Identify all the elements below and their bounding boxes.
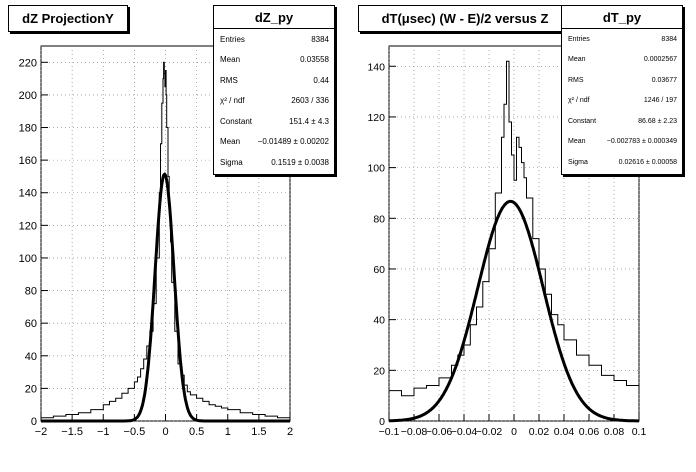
y-tick-label: 40 bbox=[25, 351, 37, 363]
x-tick-label: 0.5 bbox=[189, 426, 204, 438]
y-tick-label: 0 bbox=[379, 416, 385, 428]
stats-row: Mean −0.01489 ± 0.00202 bbox=[214, 132, 334, 153]
stats-value: −0.01489 ± 0.00202 bbox=[257, 137, 329, 147]
right-pad: −0.1 −0.08 −0.06 −0.04 −0.02 0 0.02 0.04 0.06 0.0… bbox=[348, 0, 696, 472]
stats-value: 8384 bbox=[311, 34, 329, 44]
stats-value: 0.03677 bbox=[651, 76, 677, 84]
y-tick-label: 120 bbox=[367, 112, 385, 124]
stats-value: 8384 bbox=[661, 35, 677, 43]
stats-box-left: dZ_py Entries 8384 Mean 0.03558 RMS 0.44 χ² / … bbox=[213, 5, 335, 175]
stats-label: Constant bbox=[220, 116, 253, 126]
x-tick-label: 2 bbox=[287, 426, 293, 438]
stats-label: χ² / ndf bbox=[220, 96, 245, 106]
stats-row: Constant 151.4 ± 4.3 bbox=[214, 111, 334, 132]
stats-value: 1246 / 197 bbox=[643, 97, 677, 105]
stats-rows: Entries 8384 Mean 0.03558 RMS 0.44 χ² / ndf 260… bbox=[214, 29, 334, 173]
x-tick-label: 0 bbox=[511, 426, 517, 438]
y-tick-label: 80 bbox=[373, 213, 385, 225]
y-tick-label: 200 bbox=[19, 90, 37, 102]
stats-row: RMS 0.03677 bbox=[562, 70, 682, 91]
page-title-left: dZ ProjectionY bbox=[8, 5, 128, 32]
stats-label: Mean bbox=[568, 56, 586, 64]
x-tick-label: 0.06 bbox=[579, 426, 600, 438]
y-tick-label: 20 bbox=[25, 383, 37, 395]
x-tick-label: −1 bbox=[97, 426, 110, 438]
y-tick-label: 120 bbox=[19, 220, 37, 232]
stats-label: Mean bbox=[568, 138, 586, 146]
stats-rows: Entries 8384 Mean 0.0002567 RMS 0.03677 χ² / n… bbox=[562, 29, 682, 173]
x-tick-label: −0.06 bbox=[426, 426, 453, 438]
x-tick-label: 0.08 bbox=[604, 426, 625, 438]
x-tick-label: −0.1 bbox=[379, 426, 400, 438]
stats-title: dZ_py bbox=[214, 6, 334, 29]
stats-label: Mean bbox=[220, 137, 241, 147]
y-tick-label: 180 bbox=[19, 123, 37, 135]
y-tick-label: 100 bbox=[19, 253, 37, 265]
y-tick-label: 40 bbox=[373, 315, 385, 327]
stats-row: Mean 0.03558 bbox=[214, 50, 334, 71]
x-tick-label: 1.5 bbox=[251, 426, 266, 438]
stats-label: Sigma bbox=[220, 157, 243, 167]
y-tick-label: 80 bbox=[25, 286, 37, 298]
x-tick-label: 0.04 bbox=[554, 426, 575, 438]
stats-label: Mean bbox=[220, 55, 241, 65]
left-pad: −2 −1.5 −1 −0.5 0 0.5 1 1.5 2 0 20 40 60 80 100 120 140 1… bbox=[8, 5, 335, 438]
histogram-series bbox=[41, 61, 291, 420]
stats-label: RMS bbox=[568, 76, 584, 84]
x-tick-label: 1 bbox=[225, 426, 231, 438]
stats-row: Entries 8384 bbox=[562, 29, 682, 50]
y-tick-label: 60 bbox=[25, 318, 37, 330]
stats-row: χ² / ndf 1246 / 197 bbox=[562, 91, 682, 112]
stats-value: 151.4 ± 4.3 bbox=[289, 116, 329, 126]
x-tick-label: −0.08 bbox=[401, 426, 428, 438]
y-tick-label: 100 bbox=[367, 163, 385, 175]
stats-value: 0.0002567 bbox=[643, 56, 677, 64]
x-tick-label: 0.1 bbox=[632, 426, 647, 438]
y-tick-label: 60 bbox=[373, 264, 385, 276]
y-tick-label: 220 bbox=[19, 57, 37, 69]
stats-row: RMS 0.44 bbox=[214, 70, 334, 91]
stats-label: χ² / ndf bbox=[568, 97, 590, 105]
page-title-right: dT(μsec) (W - E)/2 versus Z bbox=[358, 5, 572, 32]
stats-row: χ² / ndf 2603 / 336 bbox=[214, 91, 334, 112]
stats-row: Entries 8384 bbox=[214, 29, 334, 50]
stats-row: Sigma 0.02616 ± 0.00058 bbox=[562, 152, 682, 173]
stats-value: 2603 / 336 bbox=[291, 96, 329, 106]
stats-value: 86.68 ± 2.23 bbox=[638, 117, 677, 125]
stats-title: dT_py bbox=[562, 6, 682, 29]
x-tick-label: −0.02 bbox=[476, 426, 503, 438]
stats-box-right: dT_py Entries 8384 Mean 0.0002567 RMS 0.03677… bbox=[561, 5, 683, 175]
stats-label: Sigma bbox=[568, 158, 588, 166]
y-tick-label: 20 bbox=[373, 365, 385, 377]
stats-value: 0.02616 ± 0.00058 bbox=[618, 158, 677, 166]
stats-row: Sigma 0.1519 ± 0.0038 bbox=[214, 152, 334, 173]
x-tick-label: −2 bbox=[35, 426, 48, 438]
x-tick-label: −0.5 bbox=[124, 426, 146, 438]
y-tick-label: 160 bbox=[19, 155, 37, 167]
x-tick-label: 0.02 bbox=[529, 426, 550, 438]
y-tick-label: 140 bbox=[19, 188, 37, 200]
x-tick-label: 0 bbox=[162, 426, 168, 438]
stats-value: −0.002783 ± 0.000349 bbox=[606, 138, 677, 146]
stats-value: 0.1519 ± 0.0038 bbox=[271, 157, 329, 167]
stats-row: Constant 86.68 ± 2.23 bbox=[562, 111, 682, 132]
gaussian-fit-series bbox=[389, 199, 639, 423]
stats-label: Constant bbox=[568, 117, 597, 125]
y-tick-label: 0 bbox=[31, 416, 37, 428]
stats-label: Entries bbox=[568, 35, 590, 43]
stats-value: 0.44 bbox=[313, 75, 329, 85]
y-tick-label: 140 bbox=[367, 61, 385, 73]
stats-label: RMS bbox=[220, 75, 238, 85]
stats-value: 0.03558 bbox=[300, 55, 329, 65]
stats-row: Mean 0.0002567 bbox=[562, 50, 682, 71]
x-tick-label: −1.5 bbox=[61, 426, 83, 438]
stats-row: Mean −0.002783 ± 0.000349 bbox=[562, 132, 682, 153]
stats-label: Entries bbox=[220, 34, 245, 44]
gaussian-fit-series bbox=[41, 172, 290, 423]
x-tick-label: −0.04 bbox=[451, 426, 478, 438]
